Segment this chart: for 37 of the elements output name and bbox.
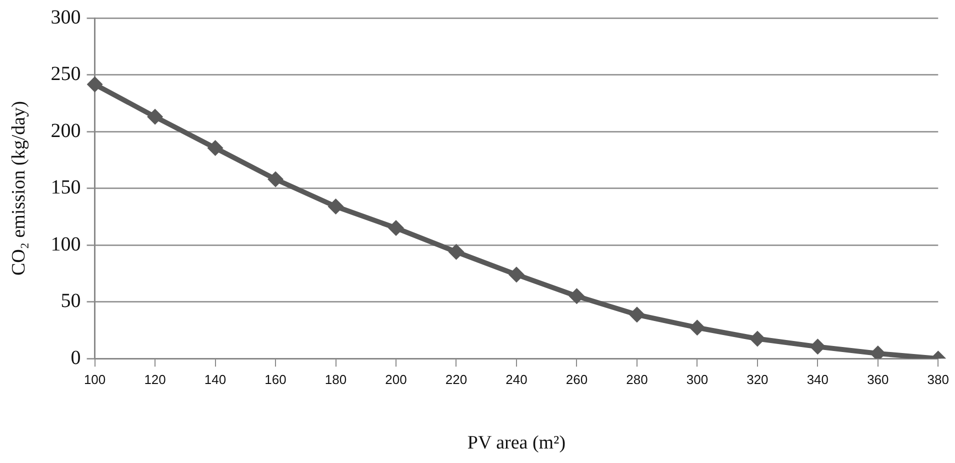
x-tick-label: 120 — [144, 372, 166, 387]
x-tick-label: 340 — [806, 372, 829, 387]
x-tick-label: 360 — [867, 372, 889, 387]
point — [568, 288, 585, 304]
x-tick-label: 220 — [445, 372, 468, 387]
x-tick-label: 160 — [264, 372, 286, 387]
x-tick-label: 100 — [84, 372, 106, 387]
y-tick-label: 150 — [50, 176, 81, 199]
point — [328, 198, 344, 214]
y-tick-label: 100 — [50, 233, 81, 256]
y-axis-title: CO₂ emission (kg/day) — [8, 101, 30, 276]
point — [147, 108, 164, 125]
y-tick-label: 200 — [50, 120, 81, 142]
x-tick-label: 180 — [324, 372, 347, 387]
x-tick-label: 200 — [385, 372, 407, 387]
point — [628, 306, 645, 323]
point — [268, 171, 284, 188]
x-tick-label: 300 — [686, 372, 708, 387]
x-tick-label: 140 — [204, 372, 226, 387]
x-tick-label: 260 — [566, 372, 588, 387]
x-tick-label: 280 — [626, 372, 648, 387]
point — [86, 76, 103, 92]
x-tick-label: 320 — [746, 372, 768, 387]
y-tick-label: 50 — [60, 290, 81, 312]
y-tick-label: 0 — [70, 346, 81, 369]
x-axis-title: PV area (m²) — [467, 432, 566, 454]
x-tick-label: 380 — [927, 372, 950, 387]
point — [689, 320, 706, 336]
y-tick-label: 250 — [50, 63, 81, 86]
point — [388, 220, 404, 236]
point — [810, 338, 826, 355]
y-tick-label: 300 — [50, 6, 81, 28]
x-tick-label: 240 — [506, 372, 528, 387]
point — [448, 244, 464, 260]
point — [207, 140, 224, 156]
point — [508, 266, 524, 283]
point — [749, 330, 766, 347]
